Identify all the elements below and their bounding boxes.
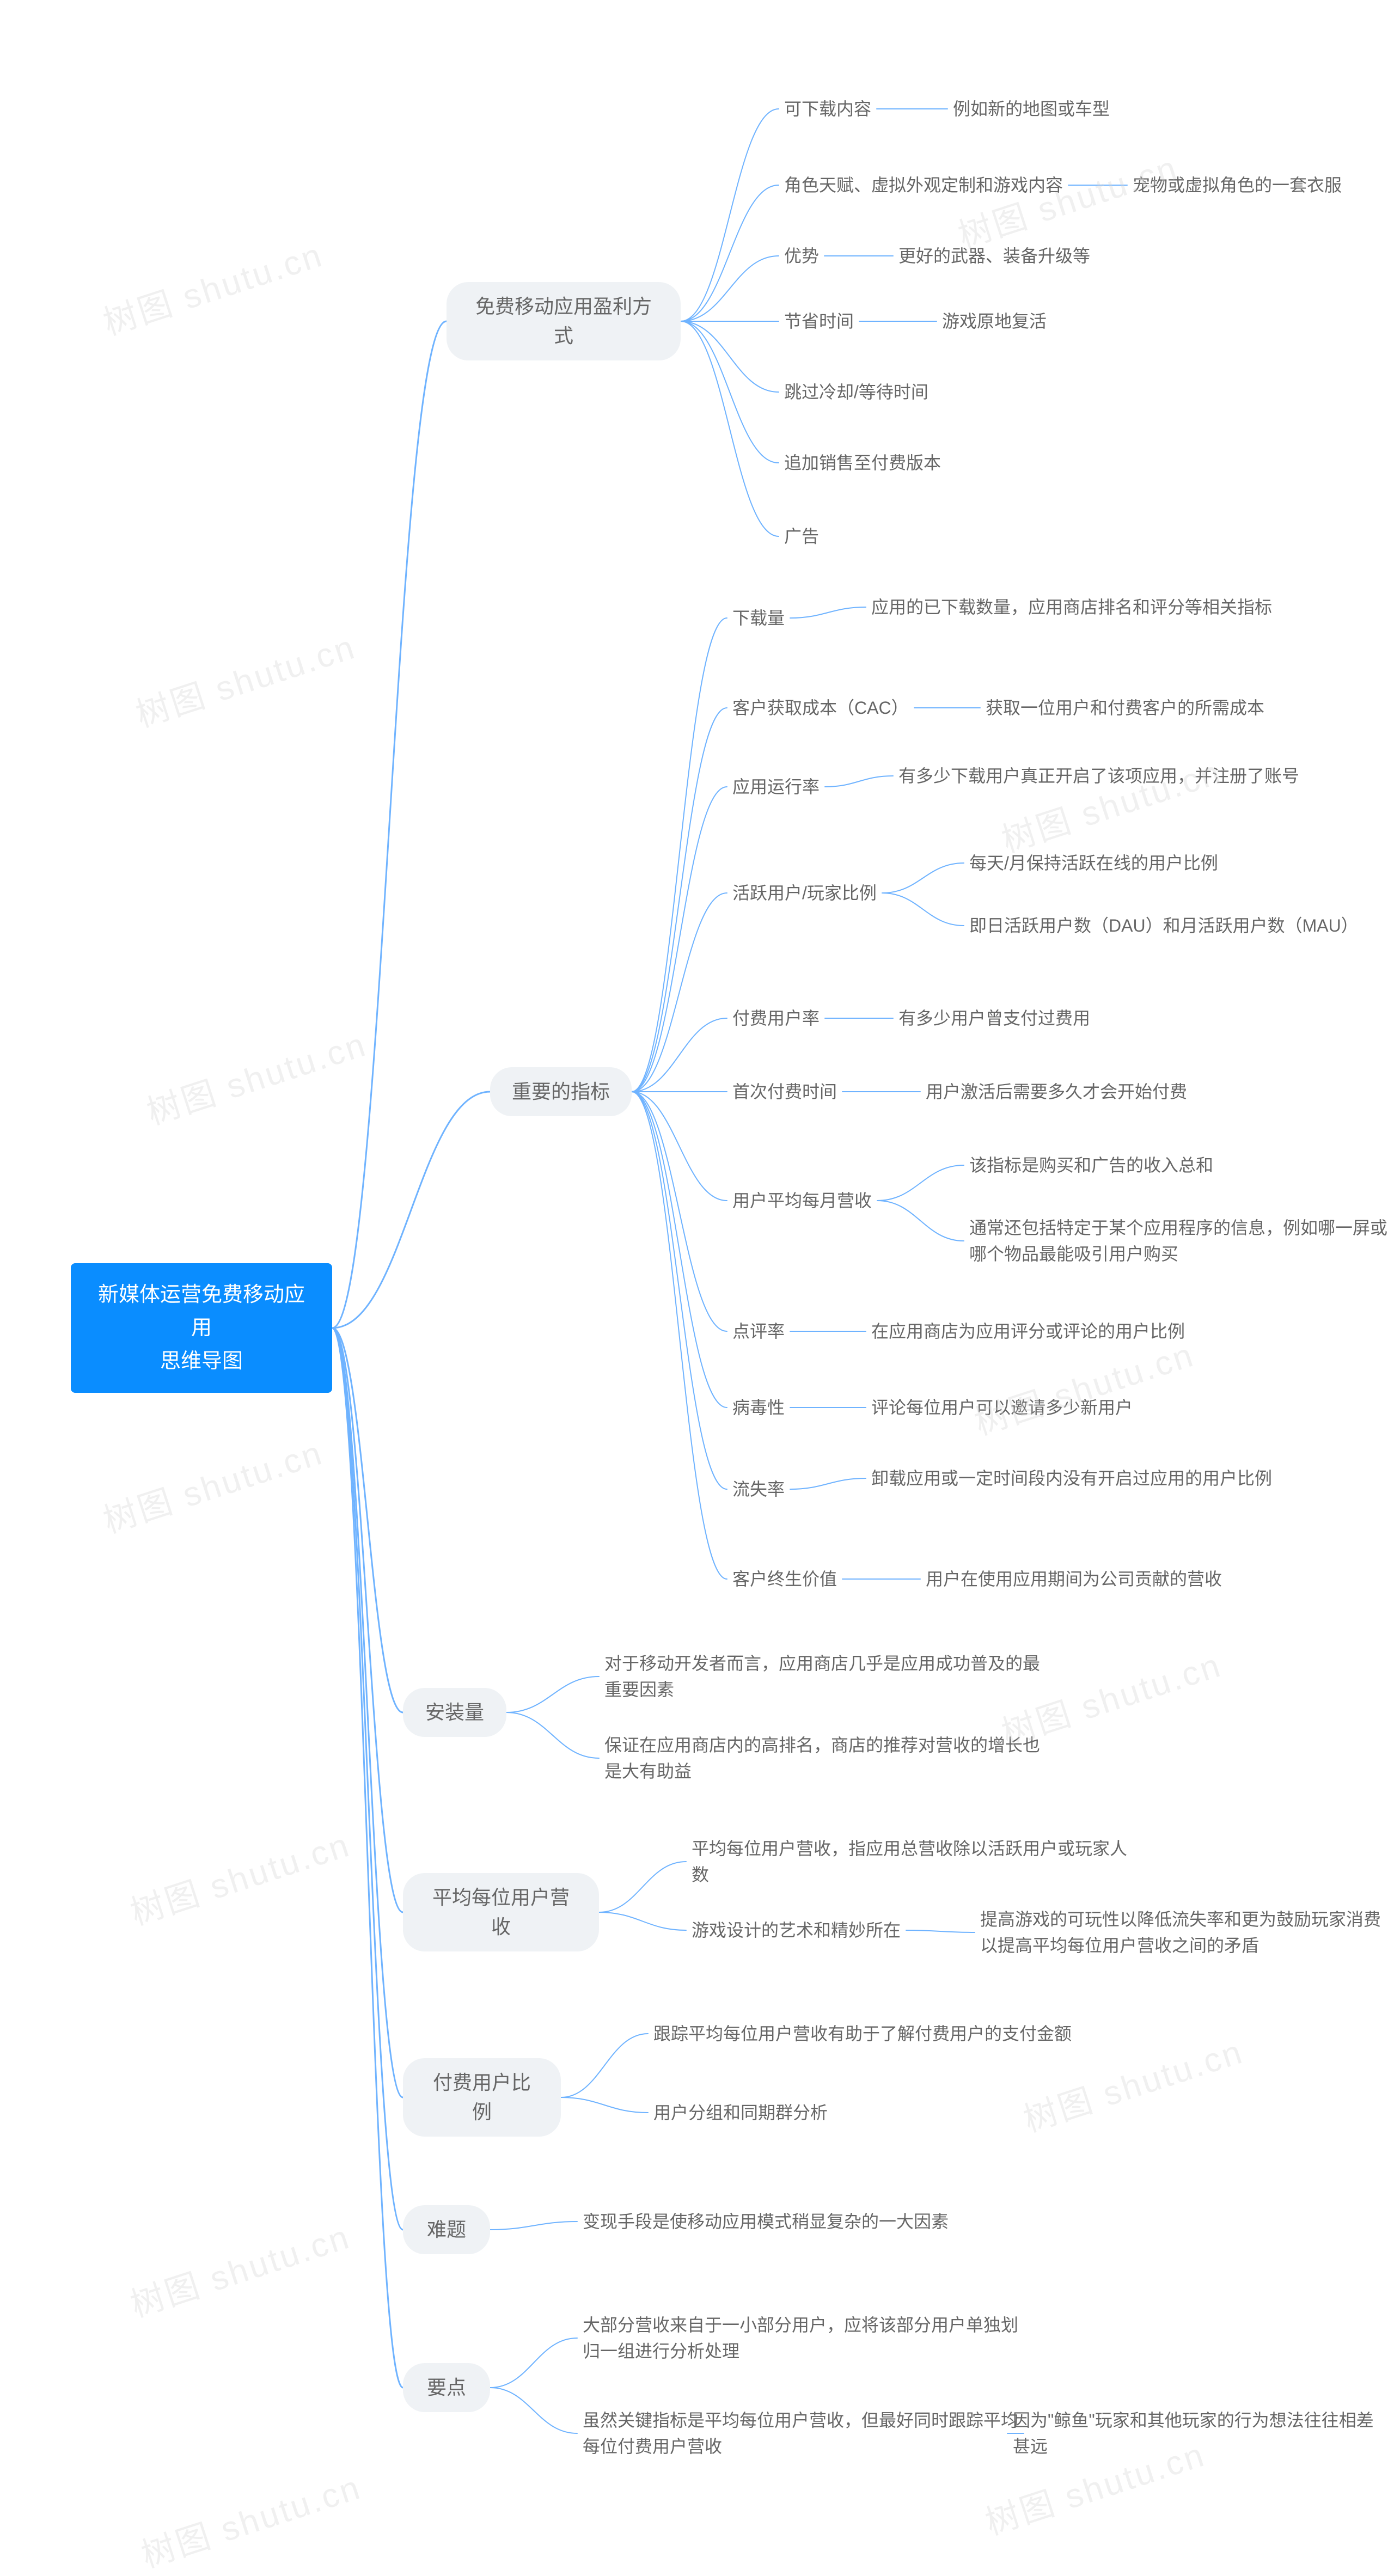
- leaf-node: 提高游戏的可玩性以降低流失率和更为鼓励玩家消费以提高平均每位用户营收之间的矛盾: [975, 1903, 1394, 1962]
- leaf-node: 活跃用户/玩家比例: [727, 877, 882, 909]
- leaf-node: 用户分组和同期群分析: [648, 2096, 833, 2129]
- leaf-node: 游戏设计的艺术和精妙所在: [686, 1914, 906, 1947]
- leaf-node: 虽然关键指标是平均每位用户营收，但最好同时跟踪平均每位付费用户营收: [577, 2404, 1024, 2463]
- leaf-node: 角色天赋、虚拟外观定制和游戏内容: [779, 169, 1068, 201]
- leaf-node: 该指标是购买和广告的收入总和: [964, 1149, 1219, 1182]
- leaf-node: 在应用商店为应用评分或评论的用户比例: [866, 1315, 1190, 1348]
- watermark: 树图 shutu.cn: [96, 227, 328, 344]
- leaf-node: 变现手段是使移动应用模式稍显复杂的一大因素: [577, 2205, 954, 2238]
- leaf-node: 流失率: [727, 1473, 790, 1506]
- leaf-node: 每天/月保持活跃在线的用户比例: [964, 847, 1224, 879]
- watermark: 树图 shutu.cn: [96, 1425, 328, 1542]
- branch-node: 平均每位用户营收: [403, 1873, 599, 1951]
- leaf-node: 即日活跃用户数（DAU）和月活跃用户数（MAU）: [964, 909, 1364, 942]
- leaf-node: 有多少用户曾支付过费用: [893, 1002, 1096, 1035]
- leaf-node: 例如新的地图或车型: [947, 93, 1115, 125]
- branch-node: 免费移动应用盈利方式: [447, 282, 681, 360]
- leaf-node: 优势: [779, 240, 824, 272]
- leaf-node: 因为"鲸鱼"玩家和其他玩家的行为想法往往相差甚远: [1007, 2404, 1394, 2463]
- leaf-node: 对于移动开发者而言，应用商店几乎是应用成功普及的最重要因素: [599, 1647, 1046, 1706]
- leaf-node: 用户在使用应用期间为公司贡献的营收: [920, 1563, 1227, 1595]
- watermark: 树图 shutu.cn: [123, 2209, 356, 2326]
- watermark: 树图 shutu.cn: [134, 2459, 366, 2576]
- leaf-node: 评论每位用户可以邀请多少新用户: [866, 1391, 1138, 1424]
- leaf-node: 宠物或虚拟角色的一套衣服: [1127, 169, 1347, 201]
- leaf-node: 卸载应用或一定时间段内没有开启过应用的用户比例: [866, 1462, 1277, 1495]
- mindmap-stage: 新媒体运营免费移动应用 思维导图 免费移动应用盈利方式 可下载内容 例如新的地图或车型…: [0, 0, 1394, 2576]
- branch-node: 重要的指标: [490, 1067, 632, 1116]
- leaf-node: 通常还包括特定于某个应用程序的信息，例如哪一屏或哪个物品最能吸引用户购买: [964, 1211, 1394, 1270]
- leaf-node: 客户终生价值: [727, 1563, 842, 1595]
- leaf-node: 下载量: [727, 602, 790, 634]
- watermark: 树图 shutu.cn: [139, 1017, 372, 1134]
- leaf-node: 大部分营收来自于一小部分用户，应将该部分用户单独划归一组进行分析处理: [577, 2309, 1024, 2367]
- leaf-node: 用户激活后需要多久才会开始付费: [920, 1075, 1193, 1108]
- leaf-node: 病毒性: [727, 1391, 790, 1424]
- branch-node: 付费用户比例: [403, 2058, 561, 2137]
- leaf-node: 点评率: [727, 1315, 790, 1348]
- leaf-node: 游戏原地复活: [937, 305, 1052, 338]
- leaf-node: 客户获取成本（CAC）: [727, 692, 914, 724]
- leaf-node: 应用运行率: [727, 770, 825, 803]
- leaf-node: 首次付费时间: [727, 1075, 842, 1108]
- leaf-node: 追加销售至付费版本: [779, 446, 946, 479]
- root-node: 新媒体运营免费移动应用 思维导图: [71, 1263, 332, 1393]
- leaf-node: 有多少下载用户真正开启了该项应用，并注册了账号: [893, 760, 1305, 792]
- branch-node: 难题: [403, 2205, 490, 2254]
- leaf-node: 更好的武器、装备升级等: [893, 240, 1096, 272]
- leaf-node: 平均每位用户营收，指应用总营收除以活跃用户或玩家人数: [686, 1832, 1133, 1891]
- leaf-node: 可下载内容: [779, 93, 877, 125]
- leaf-node: 节省时间: [779, 305, 859, 338]
- branch-node: 安装量: [403, 1688, 506, 1737]
- leaf-node: 应用的已下载数量，应用商店排名和评分等相关指标: [866, 591, 1277, 623]
- watermark: 树图 shutu.cn: [123, 1817, 356, 1934]
- leaf-node: 广告: [779, 520, 824, 553]
- watermark: 树图 shutu.cn: [129, 619, 361, 736]
- leaf-node: 跟踪平均每位用户营收有助于了解付费用户的支付金额: [648, 2017, 1077, 2050]
- branch-node: 要点: [403, 2363, 490, 2412]
- leaf-node: 获取一位用户和付费客户的所需成本: [980, 692, 1270, 724]
- leaf-node: 保证在应用商店内的高排名，商店的推荐对营收的增长也是大有助益: [599, 1729, 1046, 1788]
- leaf-node: 付费用户率: [727, 1002, 825, 1035]
- leaf-node: 用户平均每月营收: [727, 1184, 877, 1217]
- leaf-node: 跳过冷却/等待时间: [779, 376, 934, 408]
